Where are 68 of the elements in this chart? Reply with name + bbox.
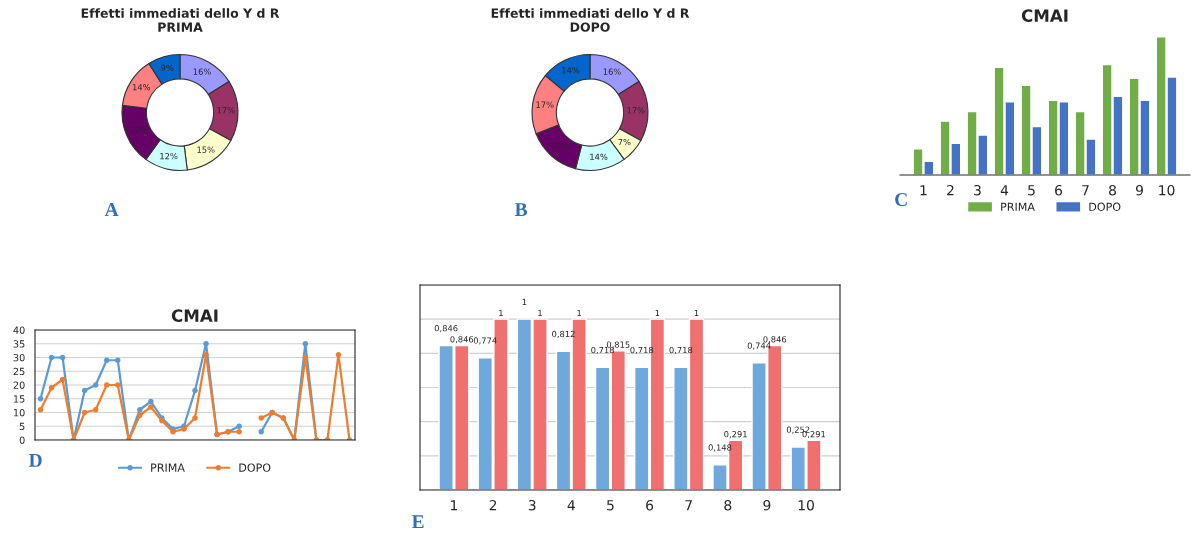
legend-label: DOPO — [1089, 202, 1121, 211]
data-label: 17% — [129, 126, 147, 134]
chart-title: Effetti immediati dello Y d R DOPO — [491, 8, 690, 32]
x-tick-label: 4 — [1000, 185, 1009, 196]
y-tick-label: 30 — [13, 353, 25, 362]
x-tick-label: 8 — [1109, 184, 1116, 196]
text: E — [411, 515, 424, 529]
x-tick-label: 9 — [1136, 184, 1143, 196]
data-label: 0,744 — [747, 342, 771, 350]
data-label: 7% — [618, 138, 631, 146]
data-label: 0,846 — [450, 336, 474, 344]
legend-label: PRIMA — [1001, 202, 1035, 211]
data-label: 17% — [536, 101, 554, 108]
y-tick-label: 10 — [13, 408, 25, 417]
data-label: 1 — [522, 298, 527, 305]
data-label: 0,815 — [606, 341, 630, 349]
x-tick-label: 3 — [528, 499, 536, 511]
data-label: 1 — [694, 309, 699, 317]
data-label: 1 — [499, 309, 503, 317]
x-tick-label: 7 — [685, 500, 692, 511]
y-tick-label: 0 — [19, 436, 25, 444]
legend-label: PRIMA — [151, 463, 185, 472]
data-label: 16% — [603, 68, 621, 75]
text: C — [895, 193, 907, 207]
x-tick-label: 5 — [1028, 185, 1035, 196]
data-label: 9% — [161, 64, 174, 71]
data-label: 1 — [538, 309, 542, 317]
text: A — [104, 203, 119, 216]
x-tick-label: 4 — [567, 500, 575, 511]
legend-label: DOPO — [239, 463, 271, 472]
x-tick-label: 2 — [489, 499, 497, 511]
data-label: 0,291 — [724, 430, 747, 439]
x-tick-label: 8 — [724, 499, 732, 511]
x-tick-label: 10 — [798, 499, 814, 511]
data-label: 1 — [655, 309, 660, 317]
chart-title: Effetti immediati dello Y d R PRIMA — [81, 8, 280, 32]
data-label: 14% — [562, 67, 580, 74]
y-tick-label: 15 — [13, 395, 25, 403]
x-tick-label: 6 — [1055, 184, 1063, 196]
y-tick-label: 5 — [19, 422, 25, 431]
data-label: 0,846 — [434, 325, 458, 333]
x-tick-label: 9 — [763, 499, 771, 511]
data-label: 15% — [197, 146, 215, 153]
x-tick-label: 10 — [1159, 184, 1175, 196]
chart-title: CMAI — [171, 309, 218, 322]
y-tick-label: 25 — [13, 367, 25, 376]
y-tick-label: 35 — [13, 340, 25, 348]
data-label: 0,718 — [591, 346, 614, 355]
y-tick-label: 20 — [13, 381, 25, 389]
data-label: 0,846 — [763, 336, 787, 344]
chart-title: CMAI — [1021, 9, 1068, 22]
x-tick-label: 1 — [920, 185, 927, 196]
data-label: 17% — [217, 107, 235, 114]
y-tick-label: 40 — [13, 326, 25, 334]
data-label: 1 — [577, 309, 582, 317]
data-label: 17% — [627, 107, 645, 114]
data-label: 14% — [590, 153, 608, 160]
x-tick-label: 2 — [947, 184, 954, 196]
data-label: 16% — [193, 68, 211, 75]
data-label: 14% — [132, 84, 151, 91]
x-tick-label: 7 — [1082, 185, 1089, 196]
x-tick-label: 5 — [607, 500, 614, 511]
text: B — [514, 203, 528, 216]
data-label: 12% — [160, 153, 178, 160]
x-tick-label: 6 — [646, 499, 654, 511]
x-tick-label: 1 — [451, 500, 458, 511]
text: D — [28, 453, 42, 467]
x-tick-label: 3 — [974, 184, 981, 196]
